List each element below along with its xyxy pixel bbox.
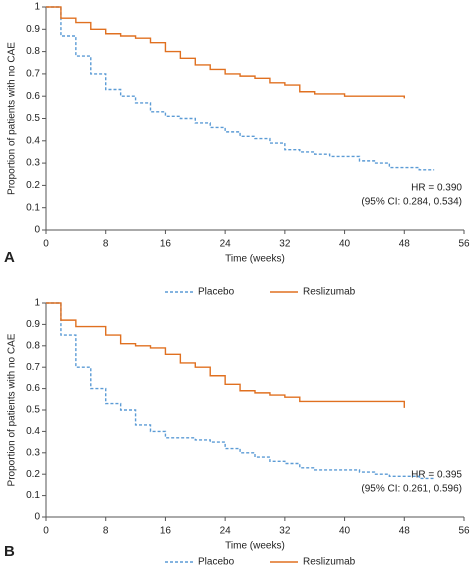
x-axis-title: Time (weeks) [225,254,285,265]
y-axis-title: Proportion of patients with no CAE [7,42,18,195]
panel-label: A [4,249,15,266]
y-tick-label: 0.4 [26,426,40,437]
y-tick-label: 1 [34,2,40,13]
y-tick-label: 1 [34,298,40,309]
annotation: (95% CI: 0.284, 0.534) [361,197,462,208]
annotation: (95% CI: 0.261, 0.596) [361,484,462,495]
survival-curve [46,302,435,480]
annotation: HR = 0.390 [411,183,462,194]
panel-label: B [4,543,15,560]
x-tick-label: 24 [220,239,232,250]
x-tick-label: 48 [399,526,411,537]
x-tick-label: 16 [160,526,172,537]
legend-label: Reslizumab [303,287,356,298]
x-tick-label: 24 [220,526,232,537]
y-tick-label: 0.2 [26,469,40,480]
x-tick-label: 0 [43,526,49,537]
x-tick-label: 16 [160,239,172,250]
legend-label: Reslizumab [303,557,356,568]
y-tick-label: 0.5 [26,113,40,124]
x-tick-label: 40 [339,239,351,250]
y-tick-label: 0.8 [26,340,40,351]
y-tick-label: 0.8 [26,46,40,57]
y-tick-label: 0.1 [26,490,40,501]
x-axis-title: Time (weeks) [225,541,285,552]
y-tick-label: 0.1 [26,202,40,213]
annotation: HR = 0.395 [411,470,462,481]
y-tick-label: 0.5 [26,405,40,416]
legend-label: Placebo [198,557,235,568]
survival-curve [46,302,405,408]
y-tick-label: 0.6 [26,91,40,102]
x-tick-label: 8 [103,526,109,537]
x-tick-label: 8 [103,239,109,250]
y-tick-label: 0.4 [26,135,40,146]
x-tick-label: 40 [339,526,351,537]
y-tick-label: 0.7 [26,362,40,373]
x-tick-label: 56 [458,239,470,250]
y-tick-label: 0.9 [26,319,40,330]
y-tick-label: 0.3 [26,447,40,458]
x-tick-label: 32 [279,526,291,537]
x-tick-label: 56 [458,526,470,537]
x-tick-label: 32 [279,239,291,250]
x-tick-label: 0 [43,239,49,250]
y-tick-label: 0 [34,512,40,523]
y-tick-label: 0.2 [26,180,40,191]
y-tick-label: 0.7 [26,69,40,80]
y-tick-label: 0.3 [26,158,40,169]
survival-curve [46,6,405,99]
y-tick-label: 0.6 [26,383,40,394]
y-tick-label: 0.9 [26,24,40,35]
y-tick-label: 0 [34,225,40,236]
survival-curve [46,6,435,171]
legend-label: Placebo [198,287,235,298]
y-axis-title: Proportion of patients with no CAE [7,333,18,486]
x-tick-label: 48 [399,239,411,250]
